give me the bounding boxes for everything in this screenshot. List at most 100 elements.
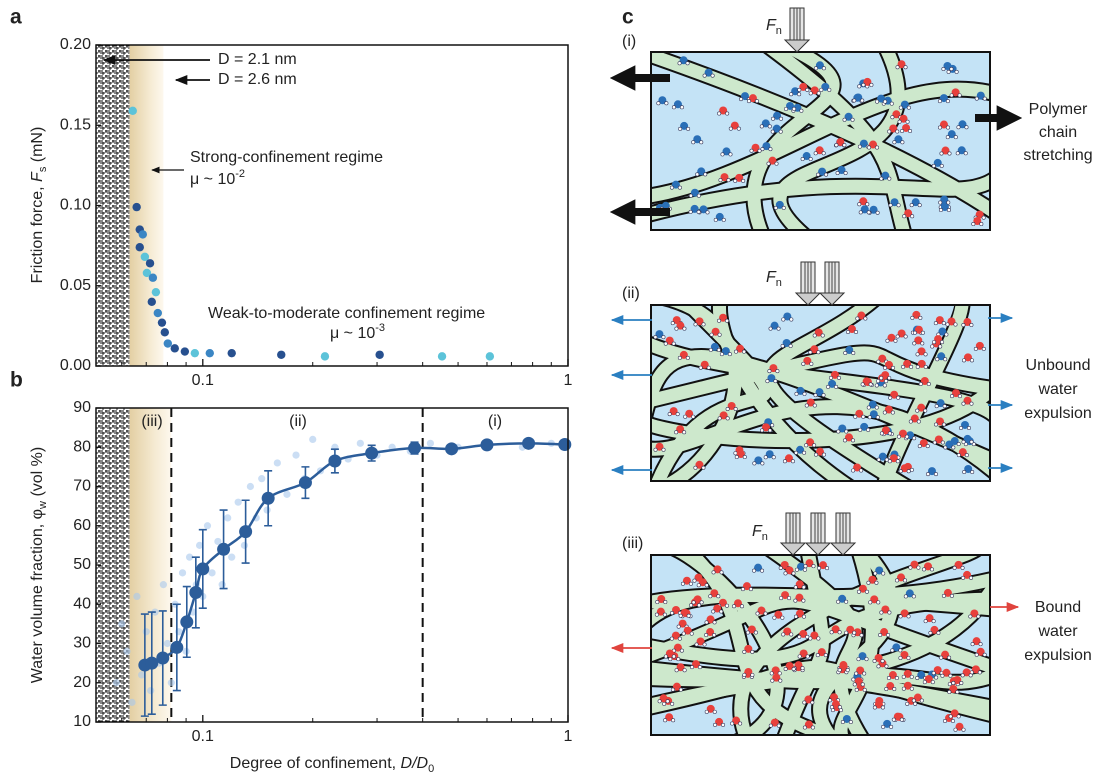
hydrogen xyxy=(778,566,783,571)
hydrogen xyxy=(725,111,730,116)
hydrogen xyxy=(943,719,948,724)
hydrogen xyxy=(952,565,957,570)
hydrogen xyxy=(742,672,747,677)
hydrogen xyxy=(925,472,930,477)
water-molecule xyxy=(863,77,872,86)
water-molecule xyxy=(742,582,751,591)
hydrogen xyxy=(742,649,747,654)
hydrogen xyxy=(710,73,715,78)
data-point xyxy=(208,569,216,577)
hydrogen xyxy=(719,570,724,575)
hydrogen xyxy=(887,376,892,381)
hydrogen xyxy=(854,671,859,676)
hydrogen xyxy=(926,381,931,386)
hydrogen xyxy=(874,580,879,585)
water-molecule xyxy=(661,201,670,210)
data-point xyxy=(170,344,179,353)
hydrogen xyxy=(866,210,871,215)
hydrogen xyxy=(906,105,911,110)
hydrogen xyxy=(893,338,898,343)
water-molecule xyxy=(706,704,715,713)
mean-point xyxy=(189,585,203,599)
hydrogen xyxy=(916,565,921,570)
hydrogen xyxy=(688,581,693,586)
water-molecule xyxy=(917,403,926,412)
hydrogen xyxy=(716,594,721,599)
water-molecule xyxy=(881,426,890,435)
water-molecule xyxy=(719,411,728,420)
hydrogen xyxy=(800,157,805,162)
water-molecule xyxy=(690,204,699,213)
water-molecule xyxy=(815,146,824,155)
water-molecule xyxy=(679,56,688,65)
polymer-chain xyxy=(766,555,868,735)
water-molecule xyxy=(715,717,724,726)
hydrogen xyxy=(778,129,783,134)
hydrogen xyxy=(686,126,691,131)
water-molecule xyxy=(971,665,980,674)
hydrogen xyxy=(920,330,925,335)
water-molecule xyxy=(665,336,674,345)
hydrogen xyxy=(876,379,881,384)
water-molecule xyxy=(744,644,753,653)
hydrogen xyxy=(855,316,860,321)
hydrogen xyxy=(701,465,706,470)
water-molecule xyxy=(744,667,753,676)
hydrogen xyxy=(759,124,764,129)
hydrogen xyxy=(793,585,798,590)
water-molecule xyxy=(859,139,868,148)
water-molecule xyxy=(699,205,708,214)
hydrogen xyxy=(717,111,722,116)
hydrogen xyxy=(961,401,966,406)
hydrogen xyxy=(887,129,892,134)
hydrogen xyxy=(970,470,975,475)
water-molecule xyxy=(810,345,819,354)
hydrogen xyxy=(781,632,786,637)
hydrogen xyxy=(685,61,690,66)
hydrogen xyxy=(783,667,788,672)
hydrogen xyxy=(733,451,738,456)
water-molecule xyxy=(741,92,750,101)
water-molecule xyxy=(693,135,702,144)
water-molecule xyxy=(720,173,729,182)
water-molecule xyxy=(696,637,705,646)
hydrogen xyxy=(696,193,701,198)
hydrogen xyxy=(711,570,716,575)
hydrogen xyxy=(909,686,914,691)
hydrogen xyxy=(663,341,668,346)
hydrogen xyxy=(823,653,828,658)
water-molecule xyxy=(783,627,792,636)
hydrogen xyxy=(852,630,857,635)
hydrogen xyxy=(949,593,954,598)
hydrogen xyxy=(974,652,979,657)
hydrogen xyxy=(936,630,941,635)
hydrogen xyxy=(668,657,673,662)
water-molecule xyxy=(704,68,713,77)
water-molecule xyxy=(910,414,919,423)
hydrogen xyxy=(774,161,779,166)
data-point xyxy=(309,435,317,443)
hydrogen xyxy=(844,429,849,434)
hydrogen xyxy=(937,125,942,130)
hydrogen xyxy=(971,222,976,227)
hydrogen xyxy=(705,210,710,215)
force-sub: n xyxy=(776,25,782,37)
hydrogen xyxy=(689,665,694,670)
hydrogen xyxy=(945,99,950,104)
hydrogen xyxy=(773,205,778,210)
water-molecule xyxy=(917,671,926,680)
hydrogen xyxy=(755,611,760,616)
data-point xyxy=(135,243,144,252)
water-molecule xyxy=(782,339,791,348)
data-point xyxy=(147,687,155,695)
water-molecule xyxy=(804,695,813,704)
water-molecule xyxy=(713,604,722,613)
hydrogen xyxy=(957,394,962,399)
water-molecule xyxy=(695,317,704,326)
hydrogen xyxy=(937,99,942,104)
water-molecule xyxy=(794,661,803,670)
water-molecule xyxy=(884,405,893,414)
hydrogen xyxy=(860,98,865,103)
water-molecule xyxy=(889,454,898,463)
